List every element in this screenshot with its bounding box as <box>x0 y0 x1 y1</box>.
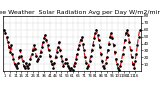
Title: Milwaukee Weather  Solar Radiation Avg per Day W/m2/minute: Milwaukee Weather Solar Radiation Avg pe… <box>0 10 160 15</box>
